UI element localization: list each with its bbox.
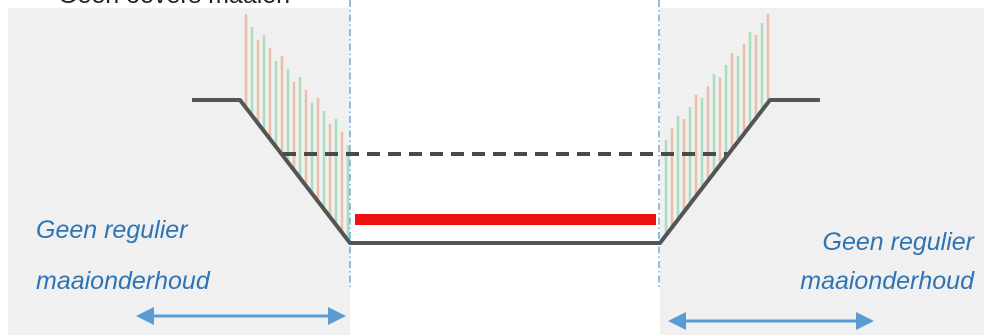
left-zone-label-line2: maaionderhoud xyxy=(36,267,210,295)
channel-profile-line xyxy=(192,98,820,245)
channel-bottom-bar xyxy=(355,214,656,225)
right-zone-label-line1: Geen regulier xyxy=(822,228,974,256)
diagram-title-partial: Geen oevers maaien xyxy=(58,0,290,10)
right-bank-vegetation xyxy=(664,14,770,236)
left-double-arrow xyxy=(136,307,346,325)
right-zone-label-line2: maaionderhoud xyxy=(800,267,974,295)
right-double-arrow xyxy=(668,312,874,330)
left-zone-label-line1: Geen regulier xyxy=(36,216,188,244)
left-bank-vegetation xyxy=(244,14,350,241)
